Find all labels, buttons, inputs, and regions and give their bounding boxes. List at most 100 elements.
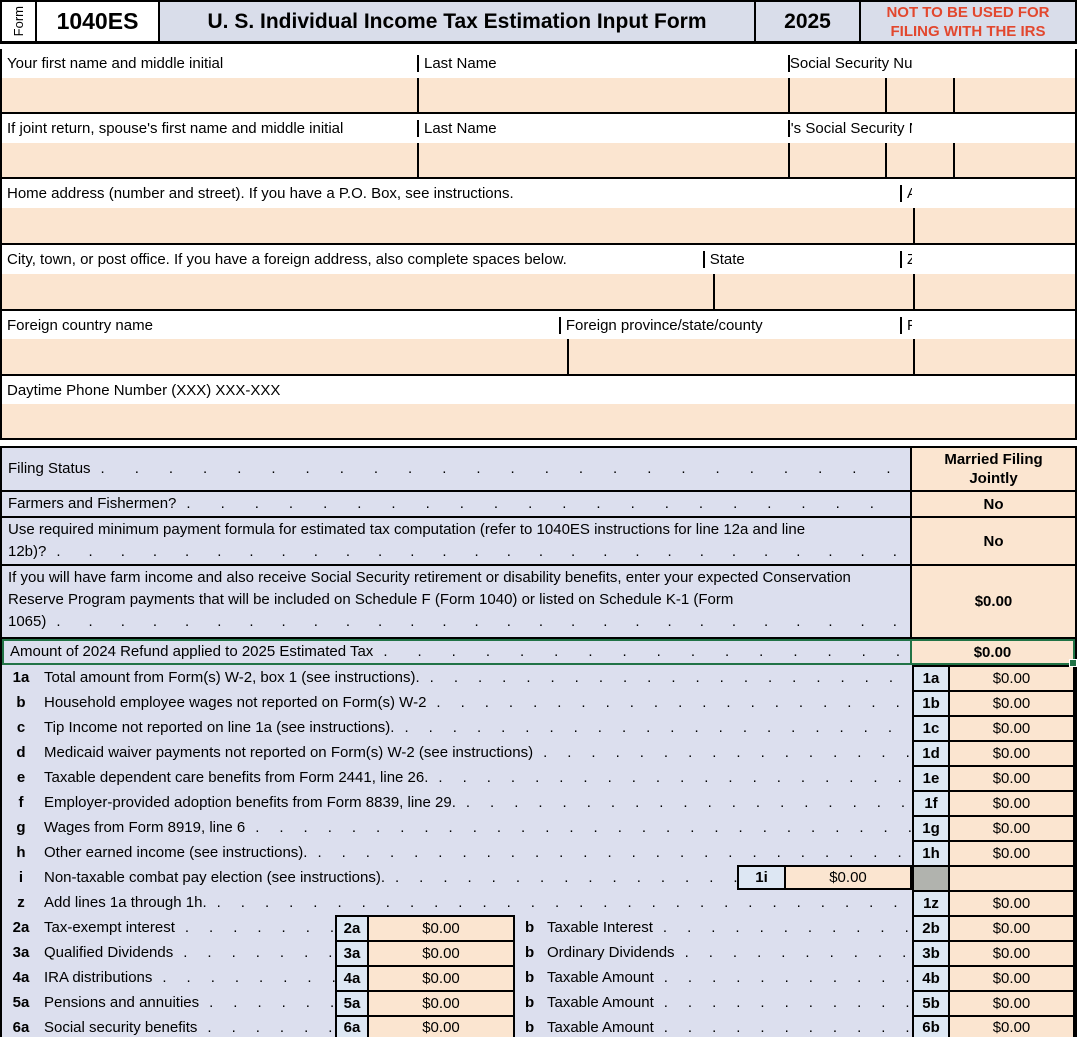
line-number: 1a <box>12 669 30 686</box>
minimum-payment-formula-text: Use required minimum payment formula for… <box>8 521 806 560</box>
dot-leader: ........................................… <box>383 643 904 660</box>
line-number: g <box>16 819 26 836</box>
line-1d-box: 1d <box>912 740 950 765</box>
line-3a-value[interactable]: $0.00 <box>369 940 515 965</box>
state-label: State <box>705 251 902 268</box>
dot-leader: ........................................… <box>543 744 912 761</box>
line-label: Total amount from Form(s) W-2, box 1 (se… <box>44 669 420 686</box>
home-address-input[interactable] <box>2 208 915 243</box>
line-3b-value[interactable]: $0.00 <box>950 940 1075 965</box>
line-letter: b <box>525 969 535 986</box>
line-number: c <box>16 719 26 736</box>
line-1i-empty-cell[interactable] <box>950 865 1075 890</box>
line-label: Taxable Amount <box>547 969 654 986</box>
last-name-input[interactable] <box>419 78 790 112</box>
line-1b-row: b Household employee wages not reported o… <box>2 690 1075 715</box>
ssn-input-group[interactable] <box>887 78 955 112</box>
dot-leader: ........................................… <box>209 994 335 1011</box>
foreign-postal-input[interactable] <box>915 339 1075 374</box>
line-1f-value[interactable]: $0.00 <box>950 790 1075 815</box>
line-5b-value[interactable]: $0.00 <box>950 990 1075 1015</box>
ssn-input-serial[interactable] <box>955 78 1075 112</box>
line-2b-value[interactable]: $0.00 <box>950 915 1075 940</box>
foreign-country-label: Foreign country name <box>2 316 561 334</box>
income-lines-section: 1a Total amount from Form(s) W-2, box 1 (… <box>0 665 1077 1037</box>
dot-leader: ........................................… <box>663 994 912 1011</box>
line-label: Medicaid waiver payments not reported on… <box>44 744 534 761</box>
filing-status-value[interactable]: Married Filing Jointly <box>912 448 1075 490</box>
phone-input[interactable] <box>2 404 1075 438</box>
line-2b-box: 2b <box>912 915 950 940</box>
refund-applied-label: Amount of 2024 Refund applied to 2025 Es… <box>4 641 912 663</box>
line-1d-value[interactable]: $0.00 <box>950 740 1075 765</box>
spouse-ssn-input-serial[interactable] <box>955 143 1075 177</box>
selection-fill-handle[interactable] <box>1069 659 1077 667</box>
line-letter: b <box>525 944 535 961</box>
line-label: Employer-provided adoption benefits from… <box>44 794 456 811</box>
line-1c-box: 1c <box>912 715 950 740</box>
spouse-ssn-input-area[interactable] <box>790 143 887 177</box>
filing-status-text: Filing Status <box>8 460 91 477</box>
line-label: Tip Income not reported on line 1a (see … <box>44 719 395 736</box>
line-1z-row: z Add lines 1a through 1h................… <box>2 890 1075 915</box>
minimum-payment-formula-row: Use required minimum payment formula for… <box>2 518 1075 566</box>
line-1h-value[interactable]: $0.00 <box>950 840 1075 865</box>
line-1a-value[interactable]: $0.00 <box>950 665 1075 690</box>
phone-label: Daytime Phone Number (XXX) XXX-XXX <box>7 381 281 399</box>
form-year: 2025 <box>756 2 861 41</box>
zip-input[interactable] <box>915 274 1075 309</box>
line-5a-value[interactable]: $0.00 <box>369 990 515 1015</box>
line-label: Taxable Amount <box>547 994 654 1011</box>
line-1e-value[interactable]: $0.00 <box>950 765 1075 790</box>
line-1a-row: 1a Total amount from Form(s) W-2, box 1 (… <box>2 665 1075 690</box>
dot-leader: ........................................… <box>184 919 335 936</box>
conservation-reserve-value[interactable]: $0.00 <box>912 566 1075 637</box>
line-number: 2a <box>12 919 30 936</box>
dot-leader: ........................................… <box>684 944 912 961</box>
first-name-input[interactable] <box>2 78 419 112</box>
filing-status-row: Filing Status ..........................… <box>2 448 1075 492</box>
line-4b-value[interactable]: $0.00 <box>950 965 1075 990</box>
city-input[interactable] <box>2 274 715 309</box>
state-input[interactable] <box>715 274 915 309</box>
spouse-first-name-input[interactable] <box>2 143 419 177</box>
line-number: 4a <box>12 969 30 986</box>
line-1z-value[interactable]: $0.00 <box>950 890 1075 915</box>
line-1i-value[interactable]: $0.00 <box>786 865 912 890</box>
filing-status-label: Filing Status ..........................… <box>2 448 912 490</box>
apt-no-input[interactable] <box>915 208 1075 243</box>
refund-applied-row: Amount of 2024 Refund applied to 2025 Es… <box>2 639 1077 667</box>
refund-applied-text: Amount of 2024 Refund applied to 2025 Es… <box>10 643 374 660</box>
line-label: IRA distributions <box>44 969 153 986</box>
foreign-province-input[interactable] <box>569 339 915 374</box>
line-label: Add lines 1a through 1h. <box>44 894 207 911</box>
line-2a-value[interactable]: $0.00 <box>369 915 515 940</box>
refund-applied-value-selected-cell[interactable]: $0.00 <box>912 641 1073 663</box>
line-6a-box: 6a <box>335 1015 369 1037</box>
first-name-label: Your first name and middle initial <box>2 55 419 72</box>
line-6-row: 6a Social security benefits..............… <box>2 1015 1075 1037</box>
spouse-last-name-input[interactable] <box>419 143 790 177</box>
line-1b-value[interactable]: $0.00 <box>950 690 1075 715</box>
line-6b-value[interactable]: $0.00 <box>950 1015 1075 1037</box>
line-3a-box: 3a <box>335 940 369 965</box>
minimum-payment-formula-value[interactable]: No <box>912 518 1075 564</box>
dot-leader: ........................................… <box>100 460 904 477</box>
farmers-fishermen-value[interactable]: No <box>912 492 1075 516</box>
ssn-input-area[interactable] <box>790 78 887 112</box>
farmers-fishermen-row: Farmers and Fishermen? .................… <box>2 492 1075 518</box>
foreign-postal-label: Foreign postal code <box>907 316 912 334</box>
dot-leader: ........................................… <box>429 669 912 686</box>
line-4a-box: 4a <box>335 965 369 990</box>
dot-leader: ........................................… <box>255 819 912 836</box>
line-6a-value[interactable]: $0.00 <box>369 1015 515 1037</box>
form-rotated-label: Form <box>2 2 37 41</box>
line-1g-value[interactable]: $0.00 <box>950 815 1075 840</box>
form-title: U. S. Individual Income Tax Estimation I… <box>160 2 756 41</box>
spouse-ssn-input-group[interactable] <box>887 143 955 177</box>
dot-leader: ........................................… <box>56 613 910 630</box>
line-4a-value[interactable]: $0.00 <box>369 965 515 990</box>
line-1c-value[interactable]: $0.00 <box>950 715 1075 740</box>
foreign-country-input[interactable] <box>2 339 569 374</box>
